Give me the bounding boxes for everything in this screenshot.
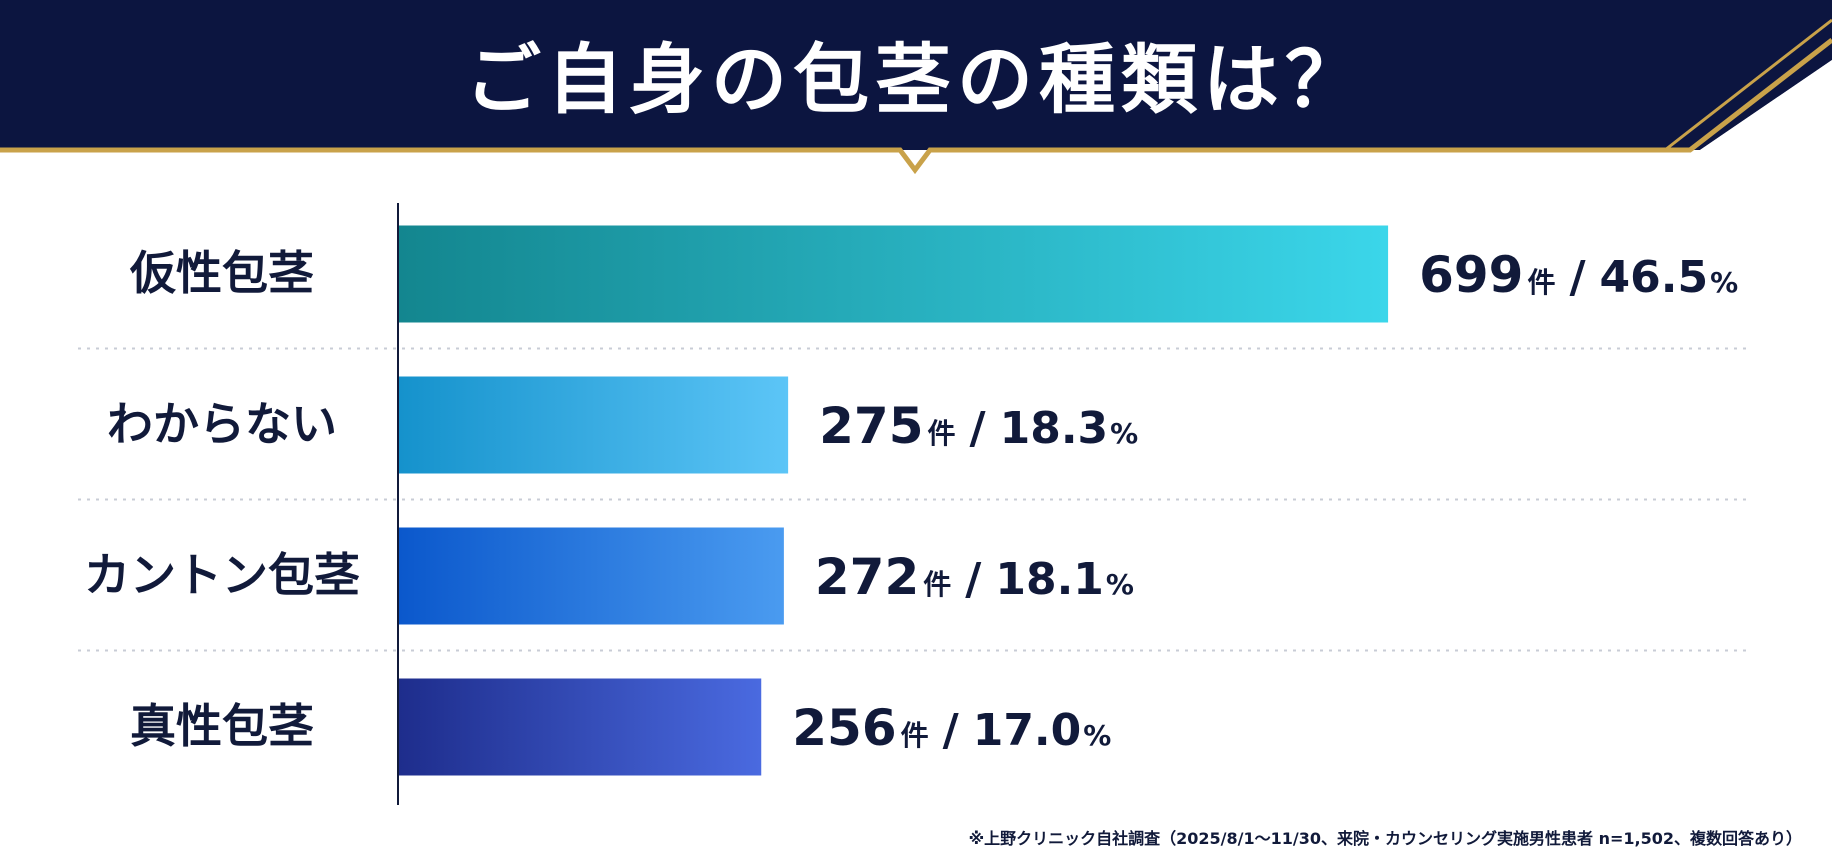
header-background — [0, 0, 1832, 180]
category-label: 真性包茎 — [130, 699, 314, 753]
bar-3 — [399, 527, 784, 625]
category-label: カントン包茎 — [84, 548, 360, 602]
value-label: 272 件/18.1% — [815, 548, 1134, 606]
value-label: 275 件/18.3% — [819, 397, 1138, 455]
header-banner: ご自身の包茎の種類は？ — [0, 0, 1832, 180]
category-label: わからない — [107, 397, 337, 451]
bar-4 — [399, 678, 762, 776]
bar-2 — [399, 376, 789, 474]
bar-1 — [399, 225, 1389, 323]
page-title: ご自身の包茎の種類は？ — [465, 35, 1367, 124]
category-label: 仮性包茎 — [129, 246, 314, 300]
footnote: ※上野クリニック自社調査（2025/8/1〜11/30、来院・カウンセリング実施… — [968, 829, 1802, 848]
value-label: 699 件/46.5% — [1419, 246, 1738, 304]
value-label: 256 件/17.0% — [792, 699, 1111, 757]
